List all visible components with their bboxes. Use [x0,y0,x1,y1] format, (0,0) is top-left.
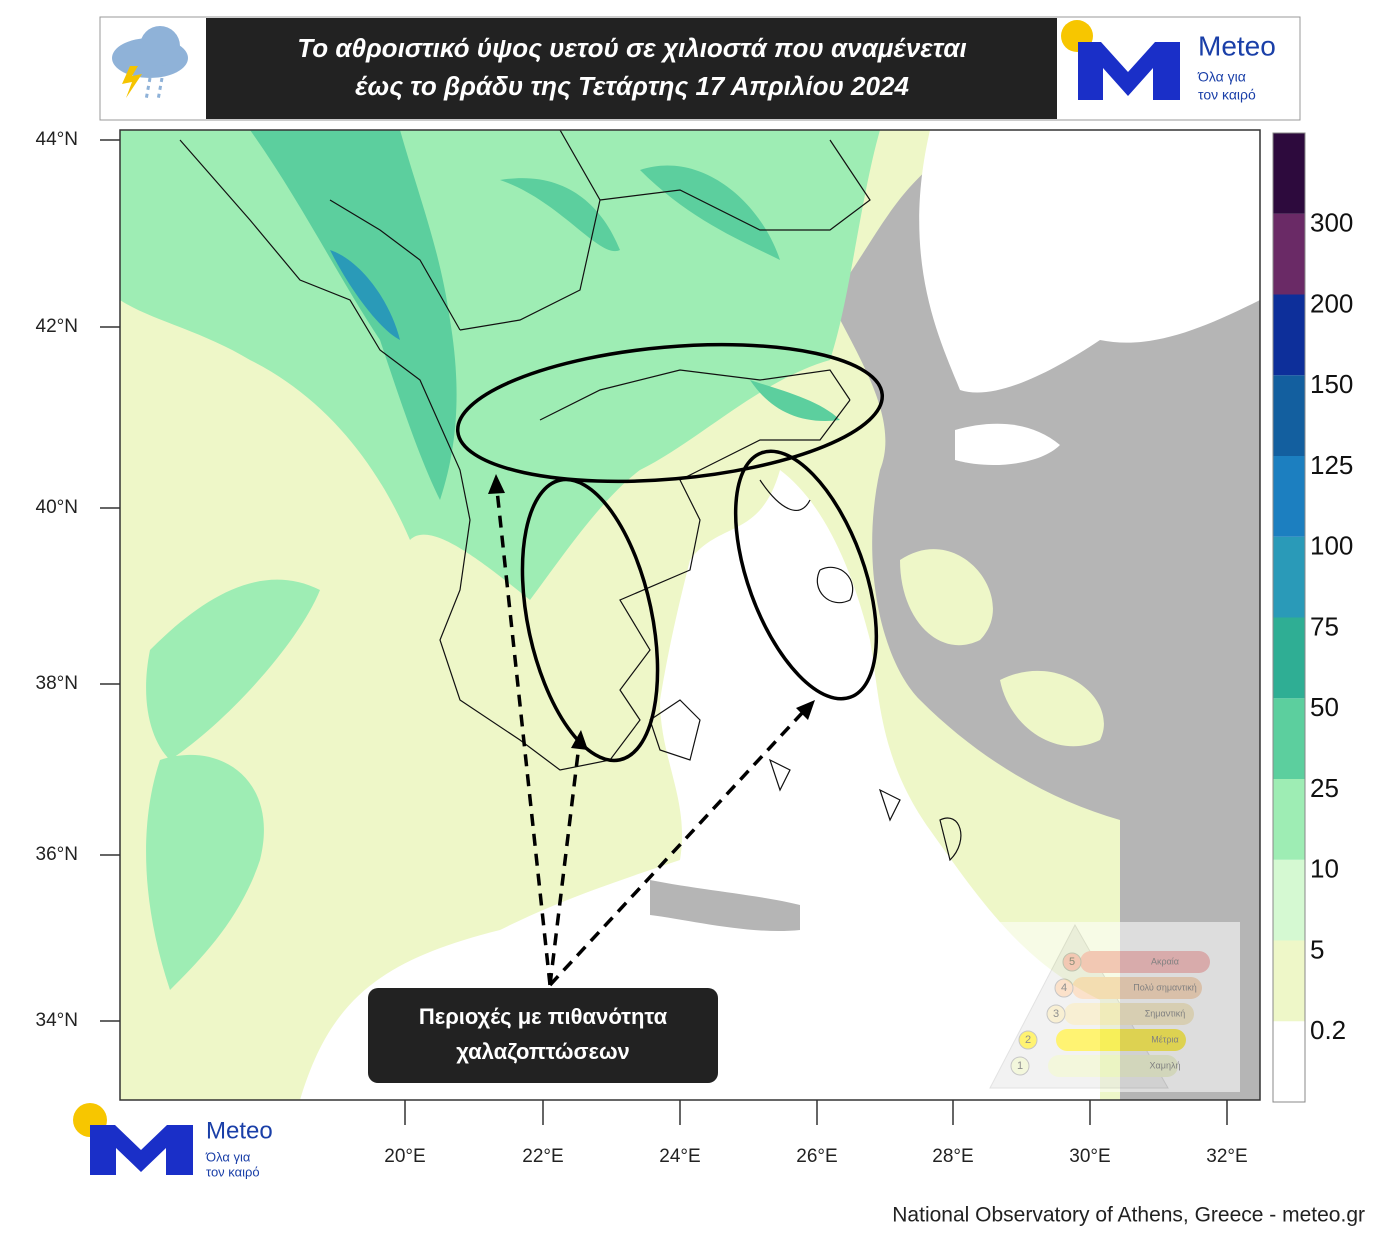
logo-tagline: Όλα για [1197,69,1246,85]
inset-label: Μέτρια [1151,1034,1178,1044]
inset-label: Σημαντική [1145,1008,1186,1018]
inset-number: 5 [1069,956,1075,968]
inset-level [1064,1003,1194,1025]
weather-icon [112,26,188,101]
colorbar-label: 200 [1310,288,1353,318]
map-frame [119,129,1261,1101]
colorbar-swatch [1273,294,1305,376]
logo-name: Meteo [1198,30,1276,61]
colorbar-label: 50 [1310,692,1339,722]
colorbar-swatch [1273,536,1305,618]
colorbar-swatch [1273,456,1305,537]
arrows [495,489,805,987]
header-logo: Meteo Όλα για τον καιρό [1061,20,1276,103]
logo-tagline: Όλα για [205,1149,251,1164]
hail-ellipse [455,342,885,484]
logo-tagline: τον καιρό [1198,87,1256,103]
lon-label: 26°E [796,1146,837,1167]
hail-ellipse [520,477,660,763]
inset-level [1072,977,1202,999]
inset-badge [1010,1056,1030,1076]
inset-number: 1 [1017,1060,1023,1072]
arrow-heads [488,474,815,750]
colorbar-frame [1272,132,1306,1103]
lon-label: 32°E [1206,1146,1247,1167]
lon-label: 20°E [384,1146,425,1167]
colorbar-swatch [1273,698,1305,779]
colorbar-label: 0.2 [1310,1015,1346,1045]
inset-level [1048,1055,1178,1077]
annotation-text: Περιοχές με πιθανότητα [419,1004,668,1029]
hail-areas [455,342,885,763]
colorbar-label: 150 [1310,369,1353,399]
title-panel [206,18,1057,119]
colorbar-label: 10 [1310,854,1339,884]
colorbar-label: 125 [1310,450,1353,480]
inset-badge [1054,978,1074,998]
colorbar-swatch [1273,617,1305,699]
title-line: Το αθροιστικό ύψος υετού σε χιλιοστά που… [297,33,966,63]
colorbar-label: 25 [1310,773,1339,803]
colorbar-swatch [1273,859,1305,941]
credit: National Observatory of Athens, Greece -… [892,1204,1365,1227]
hail-ellipse [733,449,879,701]
inset-badge [1018,1030,1038,1050]
colorbar-swatch [1273,779,1305,860]
colorbar-swatch [1273,133,1305,214]
inset-level [1056,1029,1186,1051]
title-line: έως το βράδυ της Τετάρτης 17 Απριλίου 20… [355,71,909,101]
inset-number: 2 [1025,1034,1031,1046]
inset-level [1080,951,1210,973]
lon-label: 22°E [522,1146,563,1167]
colorbar-label: 75 [1310,611,1339,641]
lat-label: 40°N [36,497,78,518]
logo-name: Meteo [206,1117,273,1144]
lon-label: 24°E [659,1146,700,1167]
map-area [120,130,1260,1100]
warning-inset: 5 Ακραία 4 Πολύ σημαντική 3 Σημαντική 2 Μέτρια 1… [985,922,1240,1092]
lat-label: 44°N [36,129,78,150]
lat-label: 38°N [36,673,78,694]
colorbar-swatch [1273,1021,1305,1102]
colorbar-swatch [1273,375,1305,456]
inset-label: Χαμηλή [1150,1060,1181,1070]
inset-badge [1062,952,1082,972]
colorbar-swatch [1273,213,1305,295]
lon-label: 30°E [1069,1146,1110,1167]
lat-label: 42°N [36,316,78,337]
colorbar-label: 300 [1310,208,1353,238]
inset-label: Πολύ σημαντική [1133,982,1197,992]
logo-tagline: τον καιρό [206,1164,260,1179]
annotation-text: χαλαζοπτώσεων [456,1039,630,1064]
inset-badge [1046,1004,1066,1024]
colorbar-label: 5 [1310,934,1324,964]
colorbar-swatch [1273,940,1305,1022]
lon-label: 28°E [932,1146,973,1167]
inset-number: 4 [1061,982,1067,994]
axes: 44°N 42°N 40°N 38°N 36°N 34°N 20°E 22°E 24°E 26°E… [36,129,1248,1167]
inset-label: Ακραία [1151,956,1179,966]
lat-label: 36°N [36,844,78,865]
colorbar: 0.2 5 10 25 50 75 100 125 150 200 300 [1272,132,1353,1103]
lat-label: 34°N [36,1010,78,1031]
footer-logo: Meteo Όλα για τον καιρό [73,1103,273,1179]
colorbar-label: 100 [1310,531,1353,561]
inset-number: 3 [1053,1008,1059,1020]
annotation-box [368,988,718,1083]
